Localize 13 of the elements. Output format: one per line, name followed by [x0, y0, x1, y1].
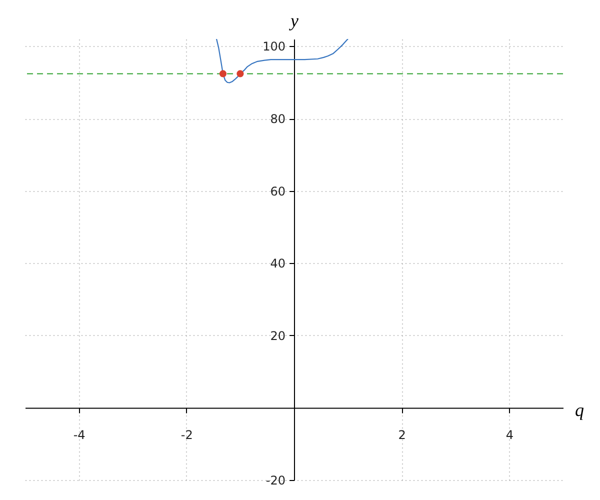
y-tick-label: -20 — [266, 474, 286, 488]
x-tick-label: -4 — [73, 428, 86, 442]
line-series — [216, 39, 348, 84]
y-tick-label: 60 — [270, 184, 286, 198]
x-axis-title: q — [575, 400, 584, 420]
y-axis-title: y — [288, 10, 298, 30]
y-tick-label: 80 — [270, 112, 286, 126]
x-tick-label: -2 — [180, 428, 193, 442]
y-tick-label: 40 — [270, 256, 286, 271]
x-tick-label: 2 — [398, 428, 406, 442]
y-tick-label: 100 — [262, 40, 286, 54]
y-tick-label: 20 — [270, 328, 286, 343]
x-tick-label: 4 — [506, 428, 514, 442]
